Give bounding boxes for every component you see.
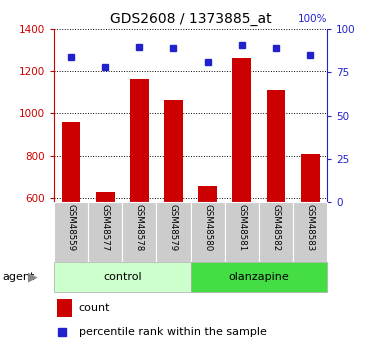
- Text: GSM48559: GSM48559: [67, 204, 75, 251]
- Bar: [225, 202, 259, 262]
- Bar: [57, 299, 72, 316]
- Bar: [122, 202, 156, 262]
- Bar: [164, 100, 183, 202]
- Text: ▶: ▶: [28, 270, 37, 283]
- Text: GSM48578: GSM48578: [135, 204, 144, 251]
- Text: 100%: 100%: [298, 14, 327, 24]
- Bar: [301, 154, 320, 202]
- Bar: [88, 202, 122, 262]
- Bar: [62, 122, 80, 202]
- Text: GSM48579: GSM48579: [169, 204, 178, 251]
- Bar: [293, 202, 327, 262]
- Text: olanzapine: olanzapine: [229, 272, 289, 282]
- Bar: [130, 79, 149, 202]
- Text: GSM48582: GSM48582: [271, 204, 281, 251]
- Text: GSM48581: GSM48581: [237, 204, 246, 251]
- Text: percentile rank within the sample: percentile rank within the sample: [79, 327, 266, 337]
- Text: control: control: [103, 272, 142, 282]
- Text: count: count: [79, 303, 110, 313]
- Bar: [156, 202, 191, 262]
- Bar: [191, 202, 225, 262]
- Bar: [233, 58, 251, 202]
- Text: GSM48577: GSM48577: [100, 204, 110, 251]
- Bar: [259, 202, 293, 262]
- Text: GSM48580: GSM48580: [203, 204, 212, 251]
- Text: GSM48583: GSM48583: [306, 204, 315, 251]
- Bar: [54, 262, 191, 292]
- Text: agent: agent: [2, 272, 34, 282]
- Bar: [96, 193, 115, 202]
- Bar: [191, 262, 327, 292]
- Bar: [266, 90, 285, 202]
- Title: GDS2608 / 1373885_at: GDS2608 / 1373885_at: [110, 11, 271, 26]
- Bar: [198, 186, 217, 202]
- Bar: [54, 202, 88, 262]
